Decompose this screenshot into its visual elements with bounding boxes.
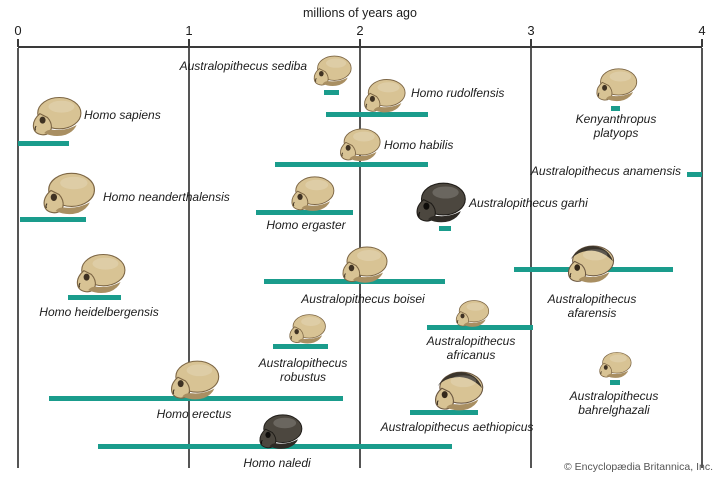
skull-icon — [568, 246, 614, 283]
species-label: Homo ergaster — [266, 218, 346, 233]
skull-icon — [342, 247, 387, 283]
skull-icon — [364, 79, 406, 113]
gridline-4-mya — [701, 48, 703, 468]
species-label: Australopithecus sediba — [179, 59, 307, 74]
timeline-bar — [611, 106, 620, 111]
species-label-line: Homo erectus — [156, 407, 232, 421]
species-label-line: Homo naledi — [243, 456, 311, 470]
skull-icon — [599, 352, 632, 378]
timeline-bar — [255, 210, 354, 215]
copyright-notice: © Encyclopædia Britannica, Inc. — [564, 461, 713, 473]
skull-icon — [456, 300, 489, 327]
timeline-bar — [409, 410, 478, 415]
timeline-bar — [609, 380, 620, 385]
axis-tick — [530, 39, 532, 47]
species-label: Australopithecus robustus — [258, 356, 348, 384]
species-label-line: Homo neanderthalensis — [103, 190, 230, 204]
skull-icon — [417, 183, 466, 223]
axis-tick — [359, 39, 361, 47]
skull-icon — [171, 361, 219, 400]
skull-icon — [259, 414, 302, 449]
species-label-line: Homo habilis — [384, 138, 454, 152]
species-label: Australopithecus aethiopicus — [380, 420, 534, 435]
species-label: Australopithecus africanus — [426, 334, 516, 362]
axis-title: millions of years ago — [303, 6, 417, 20]
skull-icon — [289, 314, 326, 344]
species-label: Homo rudolfensis — [411, 86, 505, 101]
species-label: Australopithecus afarensis — [547, 292, 637, 320]
species-label-line: Homo rudolfensis — [411, 86, 505, 100]
species-label-line: Australopithecus — [258, 356, 348, 370]
species-label: Australopithecus bahrelghazali — [569, 389, 659, 417]
species-label: Homo erectus — [156, 407, 232, 422]
species-label-line: Australopithecus garhi — [469, 196, 588, 210]
species-label: Homo habilis — [384, 138, 454, 153]
species-label-line: Kenyanthropus — [575, 112, 657, 126]
timeline-bar — [686, 172, 702, 177]
axis-tick — [17, 39, 19, 47]
axis-tick-label: 0 — [14, 23, 22, 38]
axis-tick-label: 1 — [185, 23, 193, 38]
species-label-line: Homo ergaster — [266, 218, 346, 232]
species-label: Australopithecus boisei — [301, 292, 425, 307]
timeline-bar — [19, 217, 87, 222]
gridline-3-mya — [530, 48, 532, 468]
species-label: Australopithecus garhi — [469, 196, 588, 211]
species-label-line: Australopithecus anamensis — [530, 164, 681, 178]
species-label-line: Australopithecus — [569, 389, 659, 403]
axis-tick — [188, 39, 190, 47]
species-label-line: robustus — [279, 369, 327, 384]
skull-icon — [596, 68, 637, 102]
timeline-bar — [272, 344, 328, 349]
species-label-line: Australopithecus — [547, 292, 637, 306]
skull-icon — [435, 372, 483, 411]
species-label-line: Homo sapiens — [84, 108, 161, 122]
species-label-line: africanus — [446, 347, 496, 362]
axis-tick — [701, 39, 703, 47]
skull-icon — [291, 176, 334, 211]
timeline-bar — [67, 295, 121, 300]
timeline-bar — [438, 226, 451, 231]
axis-line — [18, 46, 702, 48]
species-label-line: platyops — [593, 125, 639, 140]
timeline-bar — [325, 112, 429, 117]
skull-icon — [44, 173, 95, 215]
species-label: Homo heidelbergensis — [39, 305, 159, 320]
axis-tick-label: 4 — [698, 23, 706, 38]
gridline-1-mya — [188, 48, 190, 468]
species-label-line: Australopithecus sediba — [179, 59, 307, 73]
species-label: Homo naledi — [243, 456, 311, 471]
timeline-bar — [274, 162, 429, 167]
axis-tick-label: 3 — [527, 23, 535, 38]
timeline-bar — [426, 325, 533, 330]
species-label: Homo neanderthalensis — [103, 190, 230, 205]
species-label-line: Australopithecus aethiopicus — [380, 420, 534, 434]
skull-icon — [314, 56, 352, 87]
skull-icon — [340, 128, 381, 162]
axis-tick-label: 2 — [356, 23, 364, 38]
timeline-bar — [18, 141, 70, 146]
skull-icon — [33, 97, 81, 137]
species-label: Homo sapiens — [84, 108, 161, 123]
species-label-line: Homo heidelbergensis — [39, 305, 159, 319]
timeline-bar — [324, 90, 340, 95]
species-label: Australopithecus anamensis — [530, 164, 681, 179]
species-label: Kenyanthropus platyops — [575, 112, 657, 140]
species-label-line: Australopithecus — [426, 334, 516, 348]
gridline-0-mya — [17, 48, 19, 468]
species-label-line: afarensis — [567, 305, 617, 320]
species-label-line: Australopithecus boisei — [301, 292, 425, 306]
species-label-line: bahrelghazali — [578, 402, 650, 417]
skull-icon — [77, 254, 125, 294]
